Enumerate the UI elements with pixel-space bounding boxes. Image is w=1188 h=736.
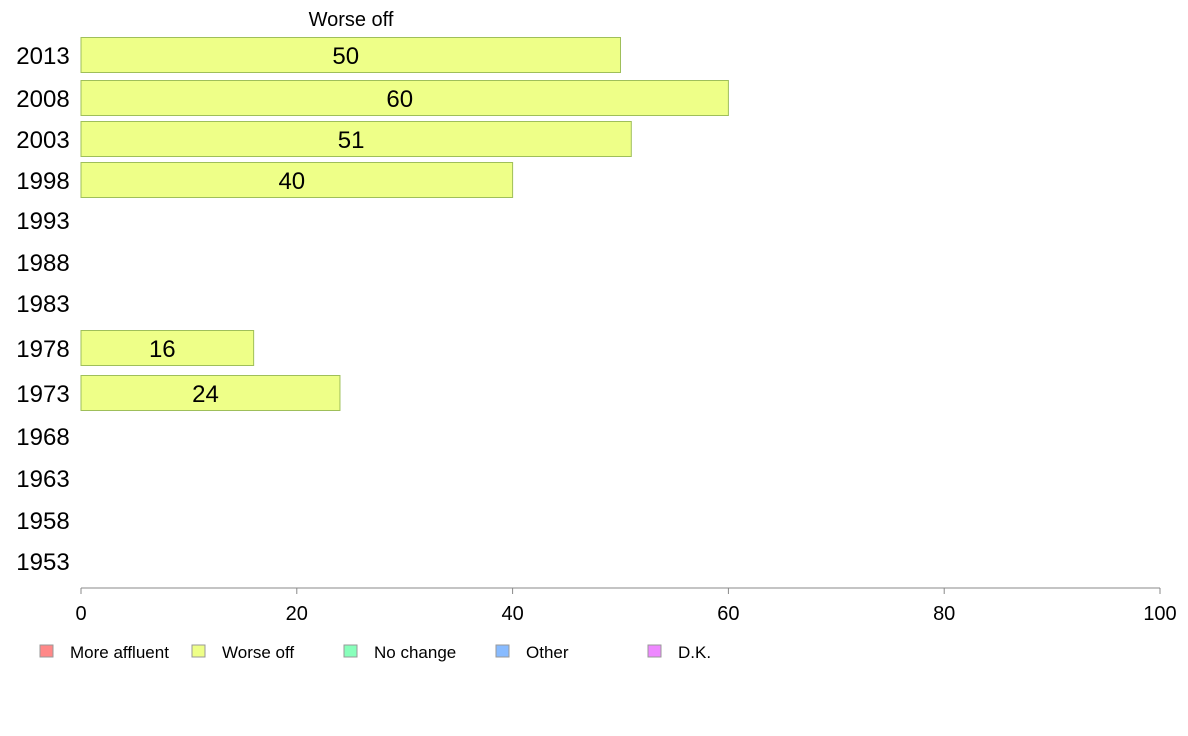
category-label: 1993 [16, 208, 69, 235]
chart-title: Worse off [309, 9, 394, 31]
bar [80, 80, 729, 116]
x-tick-label: 40 [501, 603, 523, 625]
bar-value-label: 24 [192, 381, 219, 408]
category-label: 1958 [16, 508, 69, 535]
category-label: 2008 [16, 86, 69, 113]
legend-swatch [191, 644, 206, 658]
legend-swatch [647, 644, 662, 658]
legend-label: Other [526, 643, 569, 662]
category-label: 2013 [16, 43, 69, 70]
x-tick-label: 60 [717, 603, 739, 625]
legend-label: No change [374, 643, 456, 662]
category-label: 1978 [16, 336, 69, 363]
category-label: 1968 [16, 424, 69, 451]
bar-value-label: 60 [386, 86, 413, 113]
category-label: 1963 [16, 466, 69, 493]
x-tick-label: 100 [1143, 603, 1176, 625]
x-tick-label: 20 [286, 603, 308, 625]
category-labels: 2013 2008 2003 1998 1993 1988 1983 1978 1973 1968… [16, 43, 69, 576]
legend: More affluent Worse off No change Other D.K. [39, 643, 711, 662]
x-tick-label: 0 [75, 603, 86, 625]
bar [80, 121, 632, 157]
legend-swatch [495, 644, 510, 658]
category-label: 2003 [16, 127, 69, 154]
bar-value-label: 16 [149, 336, 176, 363]
category-label: 1953 [16, 549, 69, 576]
bar-value-label: 51 [338, 127, 365, 154]
legend-swatch [39, 644, 54, 658]
legend-label: D.K. [678, 643, 711, 662]
bars: 50 60 51 40 16 24 [80, 37, 729, 411]
bar [80, 162, 514, 198]
legend-label: More affluent [70, 643, 169, 662]
category-label: 1998 [16, 168, 69, 195]
category-label: 1973 [16, 381, 69, 408]
x-axis: 0 20 40 60 80 100 [75, 587, 1177, 625]
bar-value-label: 40 [278, 168, 305, 195]
legend-swatch [343, 644, 358, 658]
legend-label: Worse off [222, 643, 294, 662]
bar [80, 375, 341, 411]
category-label: 1988 [16, 250, 69, 277]
category-label: 1983 [16, 291, 69, 318]
bar [80, 330, 255, 366]
bar [80, 37, 621, 73]
x-tick-label: 80 [933, 603, 955, 625]
bar-value-label: 50 [332, 43, 359, 70]
